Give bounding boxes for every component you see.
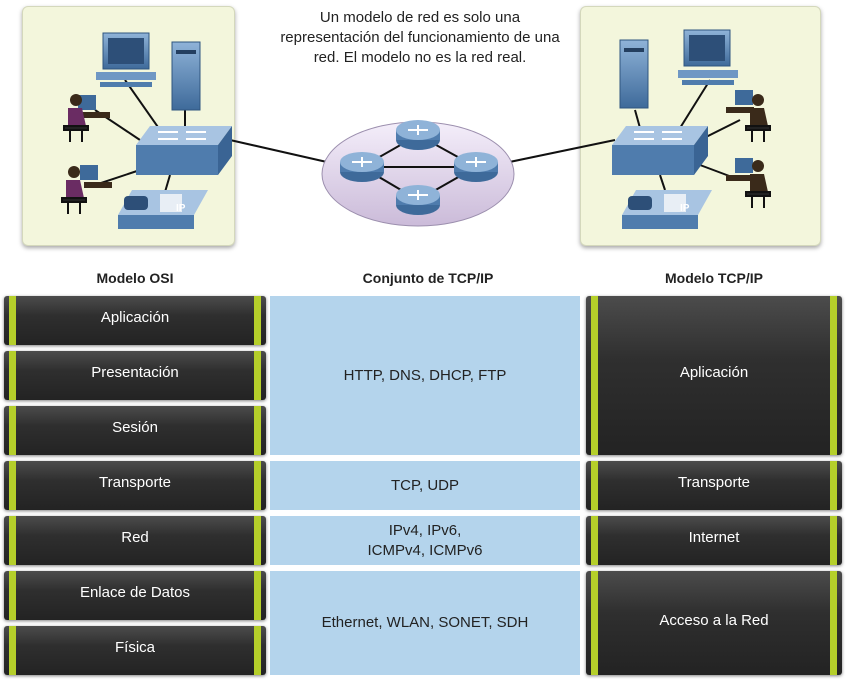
router-icon (454, 152, 498, 182)
switch-icon (612, 126, 708, 175)
switch-icon (136, 126, 232, 175)
tcpip-layer-network-access: Acceso a la Red (586, 571, 842, 675)
osi-layer-session: Sesión (4, 406, 266, 455)
user-at-desk-icon (726, 90, 771, 142)
protocols-network-line1: IPv4, IPv6, (388, 521, 462, 539)
osi-layer-label: Física (114, 639, 155, 656)
desktop-computer-icon (678, 29, 738, 85)
osi-layer-network: Red (4, 516, 266, 565)
router-icon (396, 120, 440, 150)
osi-layer-label: Enlace de Datos (79, 584, 191, 601)
osi-layer-presentation: Presentación (4, 351, 266, 400)
phone-ip-label: IP (680, 203, 690, 214)
osi-layer-label: Presentación (91, 364, 179, 381)
caption-text: Un modelo de red es solo una representac… (280, 9, 560, 66)
tcpip-layer-transport: Transporte (586, 461, 842, 510)
osi-layer-label: Aplicación (100, 309, 170, 326)
protocols-link: Ethernet, WLAN, SONET, SDH (270, 571, 580, 675)
router-icon (396, 185, 440, 215)
router-icon (340, 152, 384, 182)
protocols-network-line2: ICMPv4, ICMPv6 (367, 541, 483, 559)
link-left-switch-cloud (229, 139, 341, 166)
header-osi-model: Modelo OSI (96, 270, 174, 286)
header-tcpip-model: Modelo TCP/IP (665, 270, 763, 286)
tcpip-layer-label: Internet (688, 529, 740, 546)
ip-phone-icon: IP (622, 190, 712, 229)
protocols-network: IPv4, IPv6, ICMPv4, ICMPv6 (270, 516, 580, 565)
header-tcpip-suite: Conjunto de TCP/IP (362, 270, 494, 286)
protocols-transport: TCP, UDP (270, 461, 580, 510)
tcpip-layer-label: Transporte (678, 474, 750, 491)
protocols-application: HTTP, DNS, DHCP, FTP (270, 296, 580, 455)
user-at-desk-icon (61, 165, 112, 214)
osi-layer-data-link: Enlace de Datos (4, 571, 266, 620)
server-tower-icon (171, 41, 201, 111)
osi-layer-label: Red (121, 529, 149, 546)
tcpip-layer-application: Aplicación (586, 296, 842, 455)
link-right-switch-cloud (494, 139, 616, 166)
network-illustration: IP IP (61, 29, 771, 229)
osi-layer-transport: Transporte (4, 461, 266, 510)
phone-ip-label: IP (176, 203, 186, 214)
osi-layer-label: Sesión (112, 419, 158, 436)
tcpip-layer-label: Aplicación (679, 364, 749, 381)
osi-layer-physical: Física (4, 626, 266, 675)
right-links (634, 79, 741, 191)
osi-layer-application: Aplicación (4, 296, 266, 345)
user-at-desk-icon (63, 94, 110, 142)
tcpip-layer-label: Acceso a la Red (659, 611, 769, 629)
server-tower-icon (619, 39, 649, 109)
user-at-desk-icon (726, 158, 771, 208)
osi-layer-label: Transporte (99, 474, 171, 491)
desktop-computer-icon (96, 32, 156, 87)
ip-phone-icon: IP (118, 190, 208, 229)
tcpip-layer-internet: Internet (586, 516, 842, 565)
